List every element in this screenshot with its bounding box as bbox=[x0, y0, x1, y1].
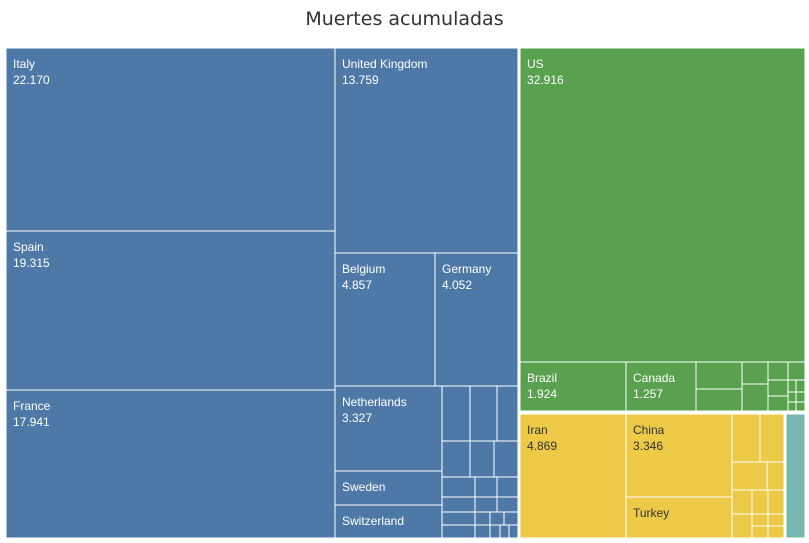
tile-small-americas-21[interactable] bbox=[695, 361, 743, 390]
tile-small-europe-19[interactable] bbox=[499, 524, 510, 539]
tile-small-europe-15[interactable] bbox=[503, 511, 519, 526]
tile-small-europe-8[interactable] bbox=[496, 476, 519, 498]
tile-small-europe-18[interactable] bbox=[489, 524, 501, 539]
tile-belgium-label: Belgium bbox=[342, 262, 385, 276]
tile-small-americas-22[interactable] bbox=[695, 388, 743, 412]
tile-sweden-label: Sweden bbox=[342, 480, 385, 494]
tile-germany-label: Germany bbox=[442, 262, 491, 276]
tile-switzerland[interactable] bbox=[334, 504, 443, 539]
tile-small-americas-23[interactable] bbox=[741, 361, 769, 385]
tile-italy[interactable] bbox=[5, 47, 336, 232]
tile-spain-label: Spain bbox=[13, 240, 44, 254]
tile-italy-label: Italy bbox=[13, 57, 35, 71]
tile-small-asia-41[interactable] bbox=[767, 489, 785, 515]
tile-small-americas-30[interactable] bbox=[795, 379, 806, 393]
tile-small-europe-10[interactable] bbox=[474, 496, 498, 513]
tile-small-americas-33[interactable] bbox=[787, 401, 797, 412]
tile-small-europe-17[interactable] bbox=[474, 524, 491, 539]
tile-france-value: 17.941 bbox=[13, 415, 50, 429]
tile-brazil[interactable] bbox=[519, 361, 627, 412]
tile-us-value: 32.916 bbox=[527, 73, 564, 87]
tile-small-europe-0[interactable] bbox=[441, 385, 471, 442]
tile-small-asia-45[interactable] bbox=[751, 525, 769, 539]
tile-small-americas-27[interactable] bbox=[767, 379, 789, 397]
tile-small-europe-16[interactable] bbox=[441, 524, 476, 539]
tile-spain[interactable] bbox=[5, 230, 336, 391]
tile-turkey-label: Turkey bbox=[633, 506, 669, 520]
tile-small-asia-44[interactable] bbox=[767, 513, 785, 527]
tile-small-americas-24[interactable] bbox=[741, 383, 769, 412]
tile-small-asia-36[interactable] bbox=[759, 413, 785, 463]
tile-small-europe-13[interactable] bbox=[474, 511, 491, 526]
tile-spain-value: 19.315 bbox=[13, 256, 50, 270]
tile-iran[interactable] bbox=[519, 413, 627, 539]
tile-small-europe-2[interactable] bbox=[496, 385, 519, 442]
tile-small-asia-38[interactable] bbox=[766, 461, 785, 491]
tile-small-asia-35[interactable] bbox=[731, 413, 761, 463]
tile-small-asia-42[interactable] bbox=[731, 513, 753, 539]
tile-small-americas-25[interactable] bbox=[767, 361, 789, 381]
tile-iran-label: Iran bbox=[527, 423, 548, 437]
tile-small-americas-34[interactable] bbox=[795, 401, 806, 412]
tile-small-europe-3[interactable] bbox=[441, 440, 471, 478]
tile-small-europe-7[interactable] bbox=[474, 476, 498, 498]
tile-small-asia-43[interactable] bbox=[751, 513, 769, 527]
tile-small-americas-28[interactable] bbox=[767, 395, 789, 412]
tile-italy-value: 22.170 bbox=[13, 73, 50, 87]
tile-germany[interactable] bbox=[434, 252, 519, 387]
tile-iran-value: 4.869 bbox=[527, 439, 557, 453]
tile-china-value: 3.346 bbox=[633, 439, 663, 453]
tile-small-europe-1[interactable] bbox=[469, 385, 498, 442]
tile-switzerland-label: Switzerland bbox=[342, 514, 404, 528]
tile-canada-value: 1.257 bbox=[633, 387, 663, 401]
tile-small-americas-26[interactable] bbox=[787, 361, 806, 381]
chart-title: Muertes acumuladas bbox=[305, 8, 504, 30]
tile-united-kingdom-label: United Kingdom bbox=[342, 57, 427, 71]
tile-united-kingdom[interactable] bbox=[334, 47, 519, 254]
tile-canada[interactable] bbox=[625, 361, 697, 412]
tile-small-europe-9[interactable] bbox=[441, 496, 476, 513]
tile-small-asia-39[interactable] bbox=[731, 489, 753, 515]
tile-brazil-value: 1.924 bbox=[527, 387, 557, 401]
tile-small-asia-40[interactable] bbox=[751, 489, 769, 515]
tile-small-other-47[interactable] bbox=[785, 413, 806, 539]
tile-small-americas-31[interactable] bbox=[787, 391, 797, 403]
tile-small-europe-11[interactable] bbox=[496, 496, 519, 513]
tile-small-americas-29[interactable] bbox=[787, 379, 797, 393]
tile-small-europe-12[interactable] bbox=[441, 511, 476, 526]
tile-us[interactable] bbox=[519, 47, 806, 363]
tile-china-label: China bbox=[633, 423, 665, 437]
tile-small-americas-32[interactable] bbox=[795, 391, 806, 403]
tile-netherlands-value: 3.327 bbox=[342, 411, 372, 425]
tile-france[interactable] bbox=[5, 389, 336, 539]
tile-brazil-label: Brazil bbox=[527, 371, 557, 385]
tile-small-europe-20[interactable] bbox=[508, 524, 519, 539]
tile-small-asia-46[interactable] bbox=[767, 525, 785, 539]
tile-canada-label: Canada bbox=[633, 371, 675, 385]
tile-germany-value: 4.052 bbox=[442, 278, 472, 292]
tile-small-europe-6[interactable] bbox=[441, 476, 476, 498]
tile-us-label: US bbox=[527, 57, 544, 71]
tile-netherlands-label: Netherlands bbox=[342, 395, 407, 409]
tile-turkey[interactable] bbox=[625, 496, 733, 539]
tile-small-asia-37[interactable] bbox=[731, 461, 768, 491]
tile-belgium-value: 4.857 bbox=[342, 278, 372, 292]
tile-sweden[interactable] bbox=[334, 470, 443, 506]
tile-france-label: France bbox=[13, 399, 51, 413]
tile-small-europe-14[interactable] bbox=[489, 511, 505, 526]
tile-small-europe-5[interactable] bbox=[493, 440, 519, 478]
tile-small-europe-4[interactable] bbox=[469, 440, 495, 478]
tile-united-kingdom-value: 13.759 bbox=[342, 73, 379, 87]
